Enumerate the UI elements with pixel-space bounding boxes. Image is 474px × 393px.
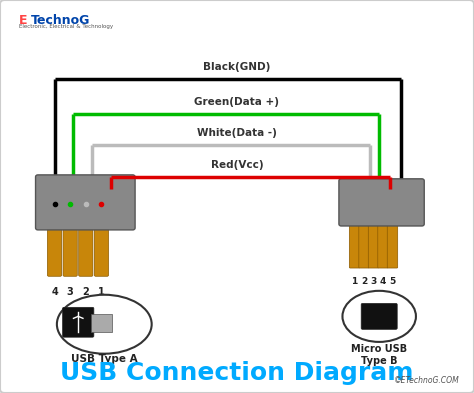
FancyBboxPatch shape — [378, 219, 388, 268]
Text: ©ETechnoG.COM: ©ETechnoG.COM — [394, 376, 460, 385]
Text: 2: 2 — [361, 277, 367, 286]
FancyBboxPatch shape — [79, 223, 93, 276]
FancyBboxPatch shape — [36, 175, 135, 230]
Text: Electronic, Electrical & Technology: Electronic, Electrical & Technology — [19, 24, 113, 29]
Text: Micro USB
Type B: Micro USB Type B — [351, 344, 407, 366]
FancyBboxPatch shape — [339, 179, 424, 226]
Text: TechnoG: TechnoG — [31, 14, 90, 27]
FancyBboxPatch shape — [63, 307, 94, 337]
Text: 2: 2 — [82, 287, 89, 297]
Text: 3: 3 — [67, 287, 73, 297]
FancyBboxPatch shape — [94, 223, 109, 276]
Text: 4: 4 — [380, 277, 386, 286]
Text: E: E — [19, 14, 27, 27]
FancyBboxPatch shape — [359, 219, 369, 268]
Text: Green(Data +): Green(Data +) — [194, 97, 280, 107]
Text: 5: 5 — [389, 277, 396, 286]
Text: 4: 4 — [51, 287, 58, 297]
Text: USB Connection Diagram: USB Connection Diagram — [60, 361, 414, 386]
FancyBboxPatch shape — [368, 219, 379, 268]
FancyBboxPatch shape — [349, 219, 360, 268]
FancyBboxPatch shape — [387, 219, 398, 268]
Ellipse shape — [57, 295, 152, 354]
Text: Black(GND): Black(GND) — [203, 62, 271, 72]
FancyBboxPatch shape — [361, 303, 397, 329]
Text: White(Data -): White(Data -) — [197, 129, 277, 138]
Ellipse shape — [342, 291, 416, 342]
Text: 3: 3 — [370, 277, 377, 286]
FancyBboxPatch shape — [47, 223, 62, 276]
Text: 1: 1 — [351, 277, 358, 286]
FancyBboxPatch shape — [63, 223, 77, 276]
Text: USB Type A: USB Type A — [71, 354, 137, 364]
Text: Red(Vcc): Red(Vcc) — [210, 160, 264, 170]
FancyBboxPatch shape — [91, 314, 112, 332]
Text: 1: 1 — [98, 287, 105, 297]
